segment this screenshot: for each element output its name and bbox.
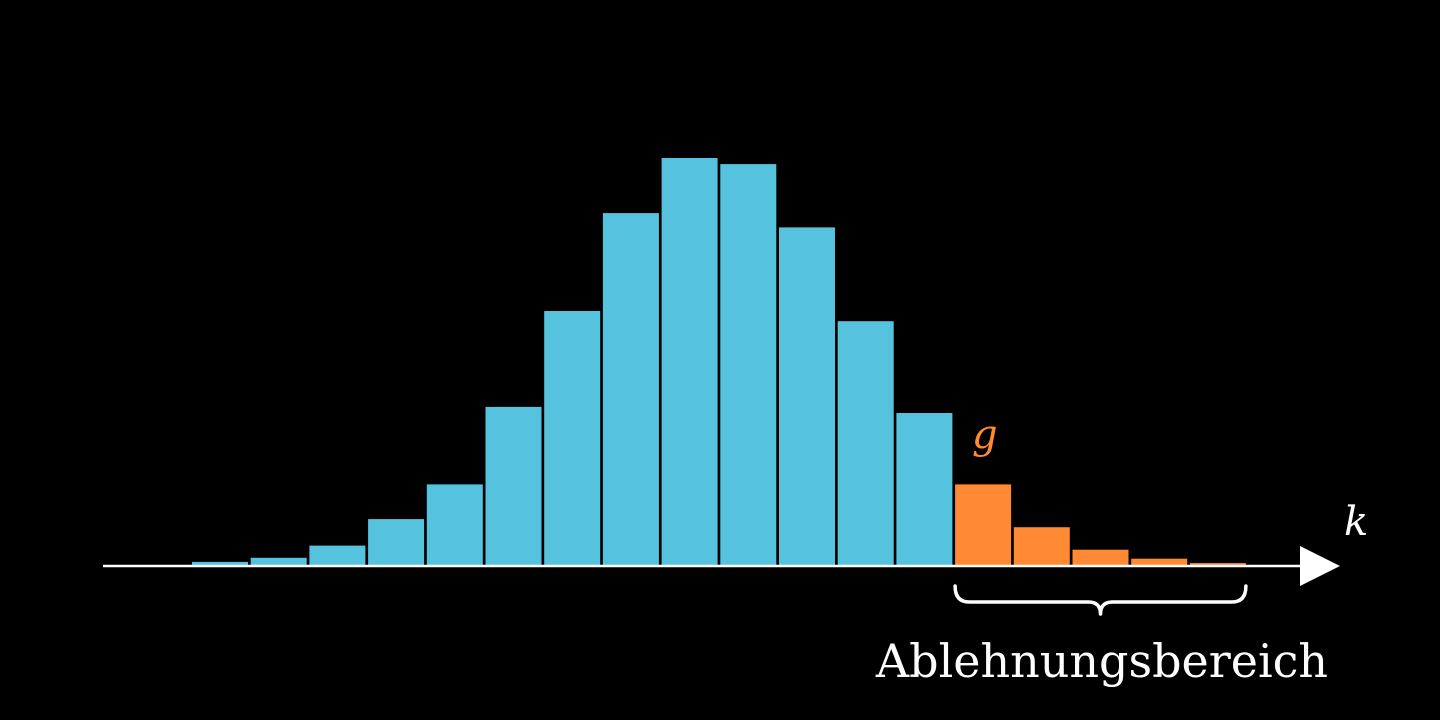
rejection-bar xyxy=(955,484,1012,566)
acceptance-bar xyxy=(426,484,483,566)
acceptance-bar xyxy=(602,213,659,566)
acceptance-bar xyxy=(192,561,248,566)
acceptance-bar xyxy=(896,413,953,566)
acceptance-bar xyxy=(309,545,366,566)
acceptance-bar xyxy=(837,321,894,566)
rejection-bar xyxy=(1013,527,1070,566)
acceptance-bar xyxy=(368,519,425,566)
rejection-bar xyxy=(1072,549,1129,566)
rejection-region-brace xyxy=(953,584,1248,616)
threshold-label: g xyxy=(972,412,998,458)
rejection-bar xyxy=(1189,563,1246,566)
rejection-region-label: Ablehnungsbereich xyxy=(875,634,1328,688)
x-axis-arrowhead xyxy=(1300,546,1340,586)
acceptance-bar xyxy=(250,557,307,566)
acceptance-bar xyxy=(720,164,777,566)
acceptance-bar xyxy=(661,158,718,566)
acceptance-bar xyxy=(544,311,601,566)
x-axis-label: k xyxy=(1344,499,1368,545)
rejection-bar xyxy=(1131,558,1188,566)
acceptance-bar xyxy=(779,227,835,566)
bars-group xyxy=(192,158,1246,566)
acceptance-bar xyxy=(485,406,542,566)
